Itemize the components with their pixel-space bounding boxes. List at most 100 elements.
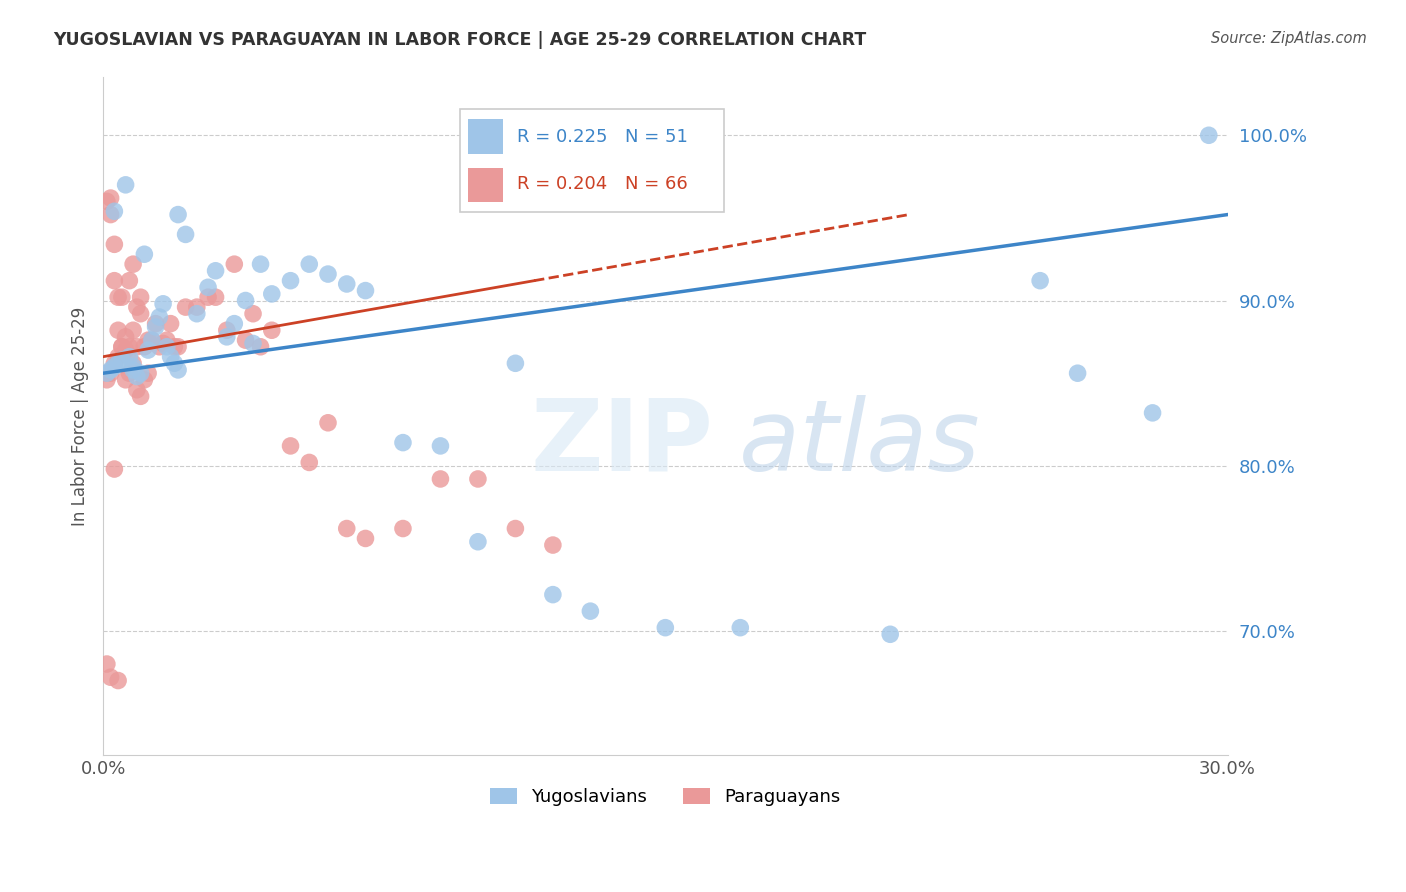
- Point: [118, 366, 141, 380]
- Point: [125, 300, 148, 314]
- Point: [148, 340, 170, 354]
- Point: [316, 416, 339, 430]
- Point: [156, 340, 179, 354]
- Point: [114, 330, 136, 344]
- Point: [111, 340, 134, 354]
- Point: [103, 237, 125, 252]
- Point: [336, 522, 359, 536]
- Point: [100, 366, 122, 380]
- Point: [354, 284, 377, 298]
- Point: [118, 340, 141, 354]
- Point: [107, 323, 129, 337]
- Point: [654, 621, 676, 635]
- Point: [280, 274, 302, 288]
- Point: [103, 274, 125, 288]
- Point: [100, 670, 122, 684]
- Point: [100, 191, 122, 205]
- Point: [114, 178, 136, 192]
- Point: [111, 340, 134, 354]
- Point: [224, 257, 246, 271]
- Point: [249, 257, 271, 271]
- Point: [541, 588, 564, 602]
- Point: [114, 343, 136, 357]
- Text: Source: ZipAtlas.com: Source: ZipAtlas.com: [1211, 31, 1367, 46]
- Point: [392, 522, 415, 536]
- Point: [298, 455, 321, 469]
- Point: [167, 340, 190, 354]
- Point: [505, 522, 527, 536]
- Point: [186, 300, 208, 314]
- Point: [96, 366, 118, 380]
- Point: [107, 350, 129, 364]
- Point: [260, 323, 283, 337]
- Point: [224, 317, 246, 331]
- Point: [579, 604, 602, 618]
- Point: [96, 194, 118, 209]
- Point: [167, 208, 190, 222]
- Point: [122, 359, 145, 374]
- Point: [129, 307, 152, 321]
- Point: [122, 323, 145, 337]
- Point: [96, 657, 118, 671]
- Point: [134, 247, 156, 261]
- Text: ZIP: ZIP: [530, 395, 713, 491]
- Point: [163, 356, 186, 370]
- Point: [125, 369, 148, 384]
- Point: [145, 317, 167, 331]
- Point: [429, 439, 451, 453]
- Point: [197, 280, 219, 294]
- Point: [134, 340, 156, 354]
- Point: [118, 274, 141, 288]
- Point: [186, 307, 208, 321]
- Point: [316, 267, 339, 281]
- Point: [174, 227, 197, 242]
- Point: [141, 333, 163, 347]
- Point: [122, 363, 145, 377]
- Point: [156, 333, 179, 347]
- Text: YUGOSLAVIAN VS PARAGUAYAN IN LABOR FORCE | AGE 25-29 CORRELATION CHART: YUGOSLAVIAN VS PARAGUAYAN IN LABOR FORCE…: [53, 31, 866, 49]
- Point: [152, 297, 174, 311]
- Text: atlas: atlas: [738, 395, 980, 491]
- Point: [1066, 366, 1088, 380]
- Point: [134, 373, 156, 387]
- Point: [167, 363, 190, 377]
- Point: [336, 277, 359, 291]
- Point: [141, 333, 163, 347]
- Point: [159, 350, 181, 364]
- Point: [111, 290, 134, 304]
- Point: [125, 340, 148, 354]
- Point: [122, 356, 145, 370]
- Point: [467, 472, 489, 486]
- Point: [100, 208, 122, 222]
- Point: [298, 257, 321, 271]
- Point: [1142, 406, 1164, 420]
- Point: [129, 366, 152, 380]
- Point: [392, 435, 415, 450]
- Point: [204, 290, 226, 304]
- Point: [103, 359, 125, 374]
- Point: [145, 320, 167, 334]
- Point: [204, 264, 226, 278]
- Point: [96, 373, 118, 387]
- Point: [96, 366, 118, 380]
- Point: [148, 310, 170, 324]
- Point: [260, 286, 283, 301]
- Point: [429, 472, 451, 486]
- Point: [136, 333, 159, 347]
- Point: [152, 336, 174, 351]
- Point: [111, 353, 134, 368]
- Point: [122, 257, 145, 271]
- Point: [118, 350, 141, 364]
- Legend: Yugoslavians, Paraguayans: Yugoslavians, Paraguayans: [482, 780, 848, 814]
- Point: [129, 290, 152, 304]
- Point: [354, 532, 377, 546]
- Point: [136, 366, 159, 380]
- Point: [215, 323, 238, 337]
- Point: [159, 317, 181, 331]
- Point: [467, 534, 489, 549]
- Point: [235, 293, 257, 308]
- Point: [107, 290, 129, 304]
- Point: [136, 343, 159, 357]
- Point: [103, 462, 125, 476]
- Point: [541, 538, 564, 552]
